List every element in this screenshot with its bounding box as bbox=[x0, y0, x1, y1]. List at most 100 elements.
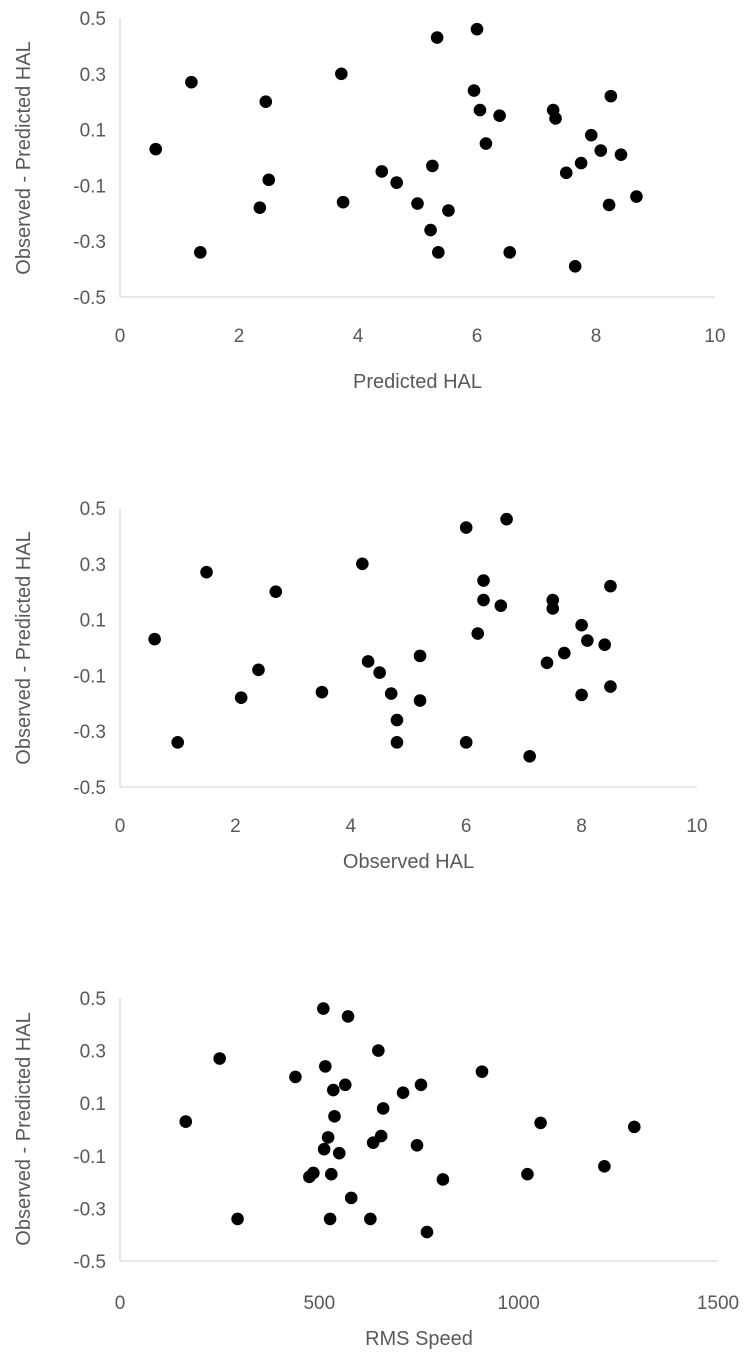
data-point bbox=[459, 521, 473, 534]
data-point bbox=[546, 602, 560, 615]
y-tick-label: 0.5 bbox=[80, 9, 106, 30]
data-point bbox=[289, 1070, 302, 1084]
x-tick-label: 8 bbox=[591, 326, 602, 347]
scatter-panel-1: 0.5 0.3 0.1 -0.1 -0.3 -0.5 0 2 4 6 8 10 Predicted HA… bbox=[13, 9, 726, 393]
data-point bbox=[604, 680, 617, 693]
y-tick-label: 0.5 bbox=[80, 989, 106, 1010]
data-point bbox=[630, 190, 643, 203]
data-point bbox=[332, 1146, 346, 1160]
data-point bbox=[317, 1142, 331, 1156]
y-axis-title: Observed - Predicted HAL bbox=[13, 41, 35, 274]
data-point bbox=[384, 687, 398, 700]
data-point bbox=[503, 246, 517, 259]
data-point bbox=[376, 1102, 390, 1115]
data-point bbox=[307, 1166, 320, 1180]
data-point bbox=[179, 1115, 193, 1128]
x-tick-label: 8 bbox=[576, 816, 587, 837]
data-point bbox=[213, 1052, 226, 1065]
data-point bbox=[477, 574, 490, 587]
x-tick-label: 6 bbox=[461, 816, 472, 837]
x-tick-label: 10 bbox=[704, 326, 725, 347]
data-point bbox=[521, 1167, 534, 1181]
data-point bbox=[500, 512, 513, 526]
data-point bbox=[372, 1044, 385, 1057]
data-point bbox=[467, 84, 481, 97]
data-point bbox=[581, 634, 594, 647]
data-point bbox=[252, 663, 265, 677]
data-point bbox=[479, 137, 493, 150]
data-point bbox=[627, 1120, 641, 1134]
data-point bbox=[436, 1173, 450, 1186]
data-point bbox=[373, 666, 386, 679]
data-point bbox=[473, 103, 487, 117]
data-point bbox=[375, 165, 389, 178]
data-point bbox=[374, 1129, 388, 1143]
data-point bbox=[185, 75, 198, 89]
y-tick-label: 0.5 bbox=[80, 499, 106, 520]
data-point bbox=[390, 713, 404, 727]
data-point bbox=[262, 173, 276, 187]
data-point bbox=[598, 1160, 611, 1173]
data-point bbox=[493, 109, 506, 122]
data-point bbox=[234, 691, 248, 705]
data-point bbox=[253, 201, 267, 215]
data-point bbox=[420, 1225, 434, 1239]
data-point bbox=[604, 89, 618, 103]
x-tick-label: 0 bbox=[115, 1293, 126, 1314]
y-tick-label: 0.3 bbox=[80, 555, 106, 576]
data-point bbox=[430, 31, 444, 44]
data-point bbox=[194, 246, 207, 259]
data-point bbox=[231, 1212, 244, 1226]
data-point bbox=[396, 1086, 410, 1099]
data-point bbox=[459, 736, 473, 749]
x-tick-label: 6 bbox=[472, 326, 483, 347]
data-point bbox=[549, 112, 562, 125]
x-tick-label: 0 bbox=[115, 816, 126, 837]
y-tick-label: -0.5 bbox=[73, 288, 106, 309]
y-tick-label: -0.1 bbox=[73, 1147, 106, 1168]
data-point bbox=[414, 1078, 428, 1092]
data-point bbox=[356, 557, 369, 571]
y-tick-label: 0.1 bbox=[80, 611, 106, 632]
y-tick-label: -0.5 bbox=[73, 1252, 106, 1273]
data-point bbox=[584, 128, 598, 142]
y-tick-label: -0.1 bbox=[73, 666, 106, 687]
data-point bbox=[614, 148, 628, 162]
y-axis-title: Observed - Predicted HAL bbox=[13, 531, 35, 764]
data-point bbox=[598, 638, 611, 652]
x-axis-title: Observed HAL bbox=[343, 851, 474, 873]
data-point bbox=[413, 694, 427, 707]
data-point bbox=[171, 736, 184, 749]
y-tick-label: -0.3 bbox=[73, 722, 106, 743]
x-tick-label: 1500 bbox=[697, 1293, 739, 1314]
data-point bbox=[344, 1191, 358, 1205]
data-point bbox=[475, 1065, 489, 1078]
x-tick-label: 2 bbox=[234, 326, 245, 347]
data-point bbox=[324, 1167, 338, 1181]
data-point bbox=[559, 166, 573, 180]
data-point bbox=[364, 1212, 377, 1226]
data-point bbox=[604, 579, 617, 593]
scatter-panel-2: 0.5 0.3 0.1 -0.1 -0.3 -0.5 0 2 4 6 8 10 Observed HAL… bbox=[13, 499, 708, 873]
data-point bbox=[200, 565, 213, 579]
data-point bbox=[442, 204, 455, 217]
data-point bbox=[426, 159, 439, 173]
x-tick-label: 4 bbox=[353, 326, 364, 347]
data-point bbox=[410, 1138, 424, 1152]
y-tick-label: 0.3 bbox=[80, 65, 106, 86]
data-point bbox=[432, 246, 445, 259]
y-tick-label: -0.1 bbox=[73, 176, 106, 197]
data-point bbox=[594, 144, 608, 157]
data-point bbox=[336, 195, 350, 209]
data-point bbox=[568, 260, 582, 273]
data-point bbox=[338, 1078, 352, 1092]
data-point bbox=[602, 198, 616, 212]
data-point bbox=[470, 22, 484, 36]
x-tick-label: 10 bbox=[686, 816, 707, 837]
data-point bbox=[319, 1060, 332, 1073]
data-point bbox=[335, 67, 348, 81]
y-tick-label: 0.1 bbox=[80, 1094, 106, 1115]
scatter-panel-3: 0.5 0.3 0.1 -0.1 -0.3 -0.5 0 500 1000 1500 RMS Spe… bbox=[13, 989, 739, 1350]
data-point bbox=[575, 618, 588, 632]
